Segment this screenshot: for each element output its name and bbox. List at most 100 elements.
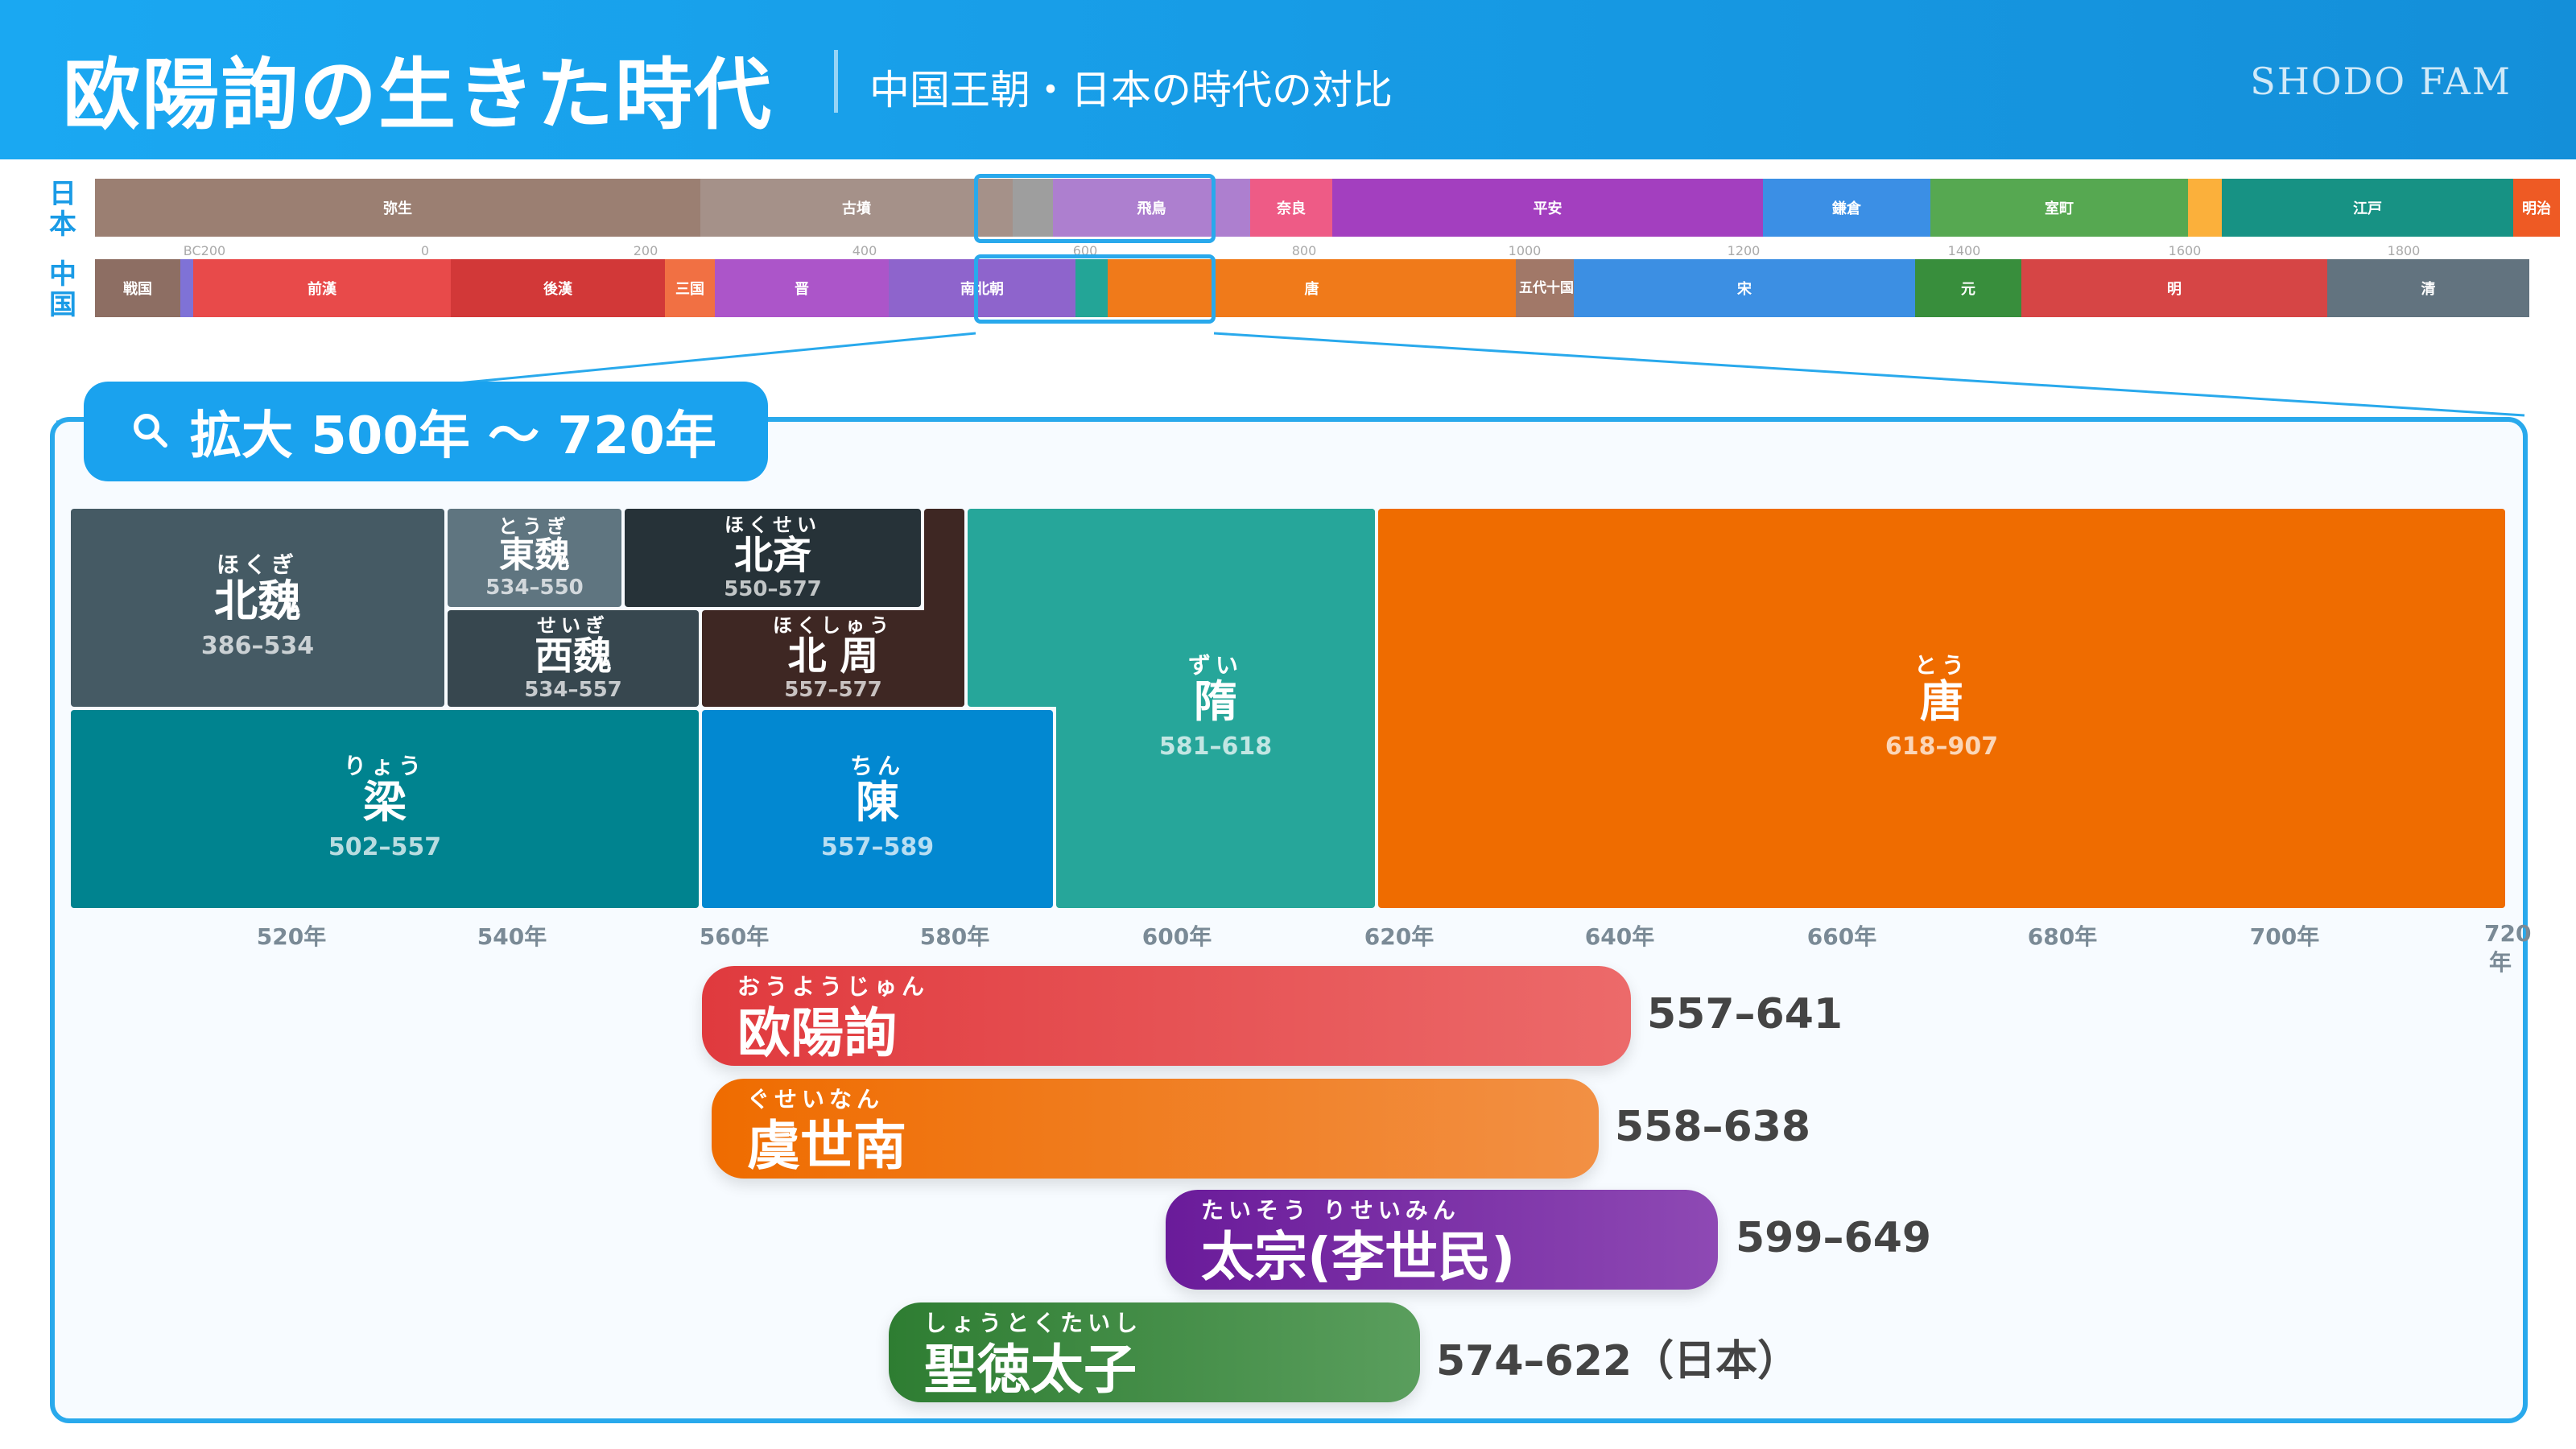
dynasty-ruby: ちん	[849, 753, 905, 779]
dynasty-name: 北魏	[214, 576, 301, 626]
dynasty-block-dongwei: とうぎ 東魏 534–550	[448, 509, 621, 607]
dynasty-block-beiqi: ほくせい 北斉 550–577	[625, 509, 921, 607]
japan-era-edo: 江戸	[2222, 179, 2513, 237]
china-dynasty-southern-northern: 南北朝	[889, 259, 1075, 317]
person-ruby: ぐせいなん	[747, 1086, 885, 1113]
dynasty-name: 北斉	[733, 533, 811, 578]
japan-era-kofun: 古墳	[700, 179, 1013, 237]
zoom-range-highlight-china	[974, 254, 1216, 324]
dynasty-name: 陳	[856, 777, 899, 828]
person-ruby: おうようじゅん	[737, 973, 930, 1000]
zoom-axis-tick: 680年	[2027, 923, 2098, 950]
dynasty-years: 502–557	[328, 833, 442, 861]
dynasty-name: 東魏	[499, 535, 570, 576]
china-dynasty-warring-states: 戦国	[95, 259, 180, 317]
overview-tick: BC200	[183, 243, 226, 258]
dynasty-ruby: とう	[1913, 652, 1969, 679]
zoom-axis-tick: 520年	[256, 923, 327, 950]
dynasty-years: 534–550	[485, 576, 584, 600]
person-ruby: しょうとくたいし	[924, 1310, 1143, 1336]
page-subtitle: 中国王朝・日本の時代の対比	[869, 67, 1393, 114]
person-bar-ouyang-xun: おうようじゅん 欧陽詢	[702, 966, 1631, 1066]
dynasty-ruby: ほくぎ	[216, 551, 299, 578]
person-bar-taizong: たいそう りせいみん 太宗(李世民)	[1166, 1190, 1718, 1290]
dynasty-years: 557–577	[784, 678, 882, 702]
zoom-axis-tick: 560年	[699, 923, 770, 950]
japan-era-nara: 奈良	[1250, 179, 1332, 237]
dynasty-name: 北 周	[787, 634, 879, 679]
person-years: 558–638	[1615, 1103, 1811, 1151]
dynasty-ruby: りょう	[343, 753, 426, 779]
person-name: 太宗(李世民)	[1201, 1226, 1516, 1288]
zoom-axis-tick: 580年	[919, 923, 990, 950]
zoom-axis-tick: 620年	[1364, 923, 1435, 950]
china-row-label: 中国	[49, 258, 76, 321]
japan-era-muromachi: 室町	[1930, 179, 2188, 237]
overview-tick: 0	[420, 243, 430, 258]
overview-tick: 200	[633, 243, 658, 258]
japan-era-gap	[1013, 179, 1053, 237]
dynasty-years: 550–577	[724, 577, 822, 601]
dynasty-ruby: とうぎ	[498, 515, 571, 538]
person-years: 557–641	[1647, 990, 1843, 1038]
dynasty-years: 557–589	[820, 833, 935, 861]
dynasty-years: 618–907	[1885, 733, 1999, 761]
person-bar-shotoku-taishi: しょうとくたいし 聖徳太子	[889, 1302, 1420, 1402]
china-dynasty-western-han: 前漢	[193, 259, 451, 317]
dynasty-name: 梁	[363, 777, 407, 828]
china-dynasty-yuan: 元	[1915, 259, 2021, 317]
japan-era-azuchi-momoyama	[2188, 179, 2222, 237]
zoom-axis-tick: 700年	[2249, 923, 2320, 950]
china-dynasty-jin: 晋	[715, 259, 889, 317]
search-icon	[134, 414, 167, 448]
japan-era-kamakura: 鎌倉	[1763, 179, 1930, 237]
china-dynasty-qin	[180, 259, 193, 317]
person-name: 聖徳太子	[924, 1339, 1137, 1401]
overview-tick: 1800	[2387, 243, 2421, 258]
dynasty-block-beizhou: ほくしゅう 北 周 557–577	[702, 610, 964, 707]
dynasty-block-sui: ずい 隋 581–618	[1056, 509, 1375, 908]
dynasty-block-xiwei: せいぎ 西魏 534–557	[448, 610, 699, 707]
china-dynasty-tang: 唐	[1108, 259, 1516, 317]
person-years: 599–649	[1736, 1214, 1932, 1262]
dynasty-block-tang: とう 唐 618–907	[1378, 509, 2505, 908]
overview-tick: 1200	[1727, 243, 1761, 258]
dynasty-ruby: せいぎ	[537, 614, 609, 637]
person-ruby: たいそう りせいみん	[1201, 1197, 1460, 1224]
zoom-axis-tick: 640年	[1584, 923, 1655, 950]
page-title: 欧陽詢の生きた時代	[63, 50, 773, 140]
overview-tick: 400	[852, 243, 877, 258]
japan-era-heian: 平安	[1332, 179, 1763, 237]
china-timeline-row: 戦国 前漢 後漢 三国 晋 南北朝 唐 五代十国 宋 元 明 清	[95, 259, 2529, 317]
dynasty-name: 唐	[1920, 676, 1963, 727]
japan-row-label: 日本	[49, 178, 76, 241]
china-dynasty-eastern-han: 後漢	[451, 259, 665, 317]
dynasty-block-chen: ちん 陳 557–589	[702, 710, 1053, 908]
overview-tick: 800	[1291, 243, 1317, 258]
dynasty-block-beiwei: ほくぎ 北魏 386–534	[71, 509, 444, 707]
japan-era-meiji: 明治	[2513, 179, 2560, 237]
japan-era-asuka: 飛鳥	[1053, 179, 1250, 237]
zoom-range-tag: 拡大 500年 〜 720年	[84, 382, 768, 481]
zoom-axis-tick: 720年	[2484, 920, 2532, 976]
person-years: 574–622（日本）	[1436, 1337, 1800, 1385]
dynasty-years: 386–534	[200, 632, 315, 660]
brand-logo: SHODO FAM	[2250, 60, 2512, 103]
dynasty-years: 534–557	[524, 678, 622, 702]
overview-tick: 1400	[1947, 243, 1981, 258]
china-dynasty-three-kingdoms: 三国	[665, 259, 715, 317]
dynasty-block-liang: りょう 梁 502–557	[71, 710, 699, 908]
china-dynasty-sui	[1075, 259, 1108, 317]
dynasty-ruby: ずい	[1187, 652, 1243, 679]
dynasty-name: 西魏	[534, 634, 612, 679]
zoom-range-highlight-japan	[974, 174, 1216, 243]
person-name: 虞世南	[747, 1115, 906, 1177]
china-dynasty-five-dynasties: 五代十国	[1516, 259, 1574, 317]
china-dynasty-qing: 清	[2327, 259, 2529, 317]
person-name: 欧陽詢	[737, 1002, 897, 1064]
china-dynasty-song: 宋	[1574, 259, 1915, 317]
header-bar: 欧陽詢の生きた時代 中国王朝・日本の時代の対比 SHODO FAM	[0, 0, 2576, 159]
zoom-axis-tick: 660年	[1806, 923, 1877, 950]
person-bar-yu-shinan: ぐせいなん 虞世南	[712, 1079, 1599, 1179]
zoom-axis-tick: 600年	[1141, 923, 1212, 950]
